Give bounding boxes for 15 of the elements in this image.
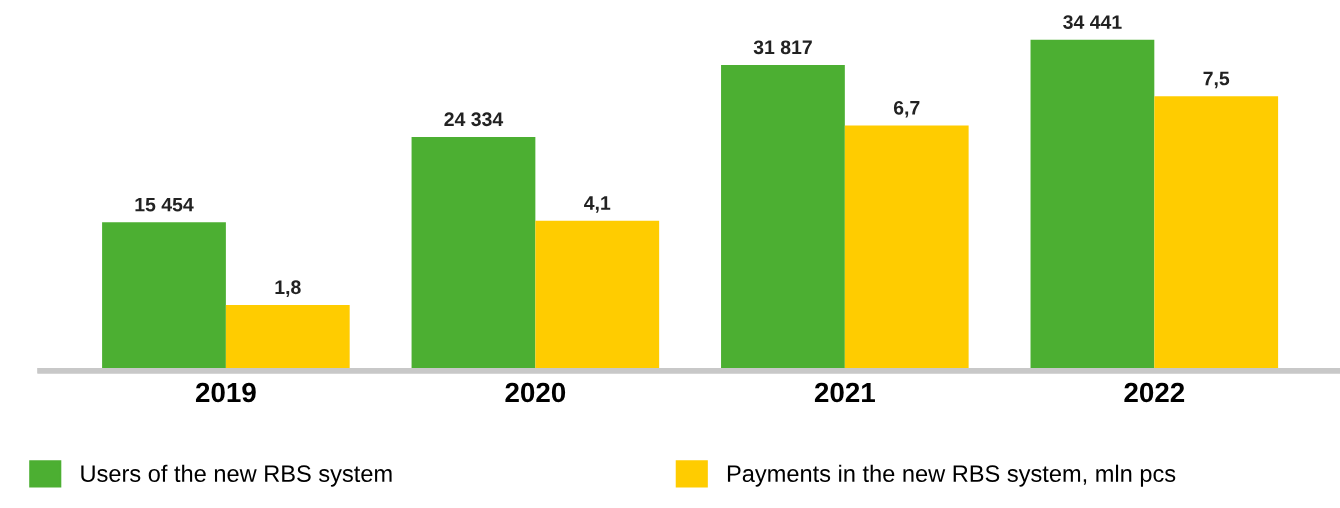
data-label: 4,1 [584,196,611,213]
x-tick-label: 2020 [505,382,566,403]
x-tick-label: 2022 [1124,382,1185,403]
legend-label: Users of the new RBS system [81,464,392,487]
data-label: 1,8 [275,280,301,297]
legend-label: Payments in the new RBS system, mln pcs [727,464,1176,487]
data-label: 7,5 [1203,71,1230,89]
data-label: 24 334 [444,112,504,127]
data-label: 15 454 [135,197,194,212]
x-tick-label: 2019 [195,382,256,403]
bar [102,222,226,371]
data-label: 31 817 [753,40,812,55]
data-label: 34 441 [1063,15,1122,29]
data-label: 6,7 [893,100,920,118]
x-tick-label: 2021 [814,382,875,403]
